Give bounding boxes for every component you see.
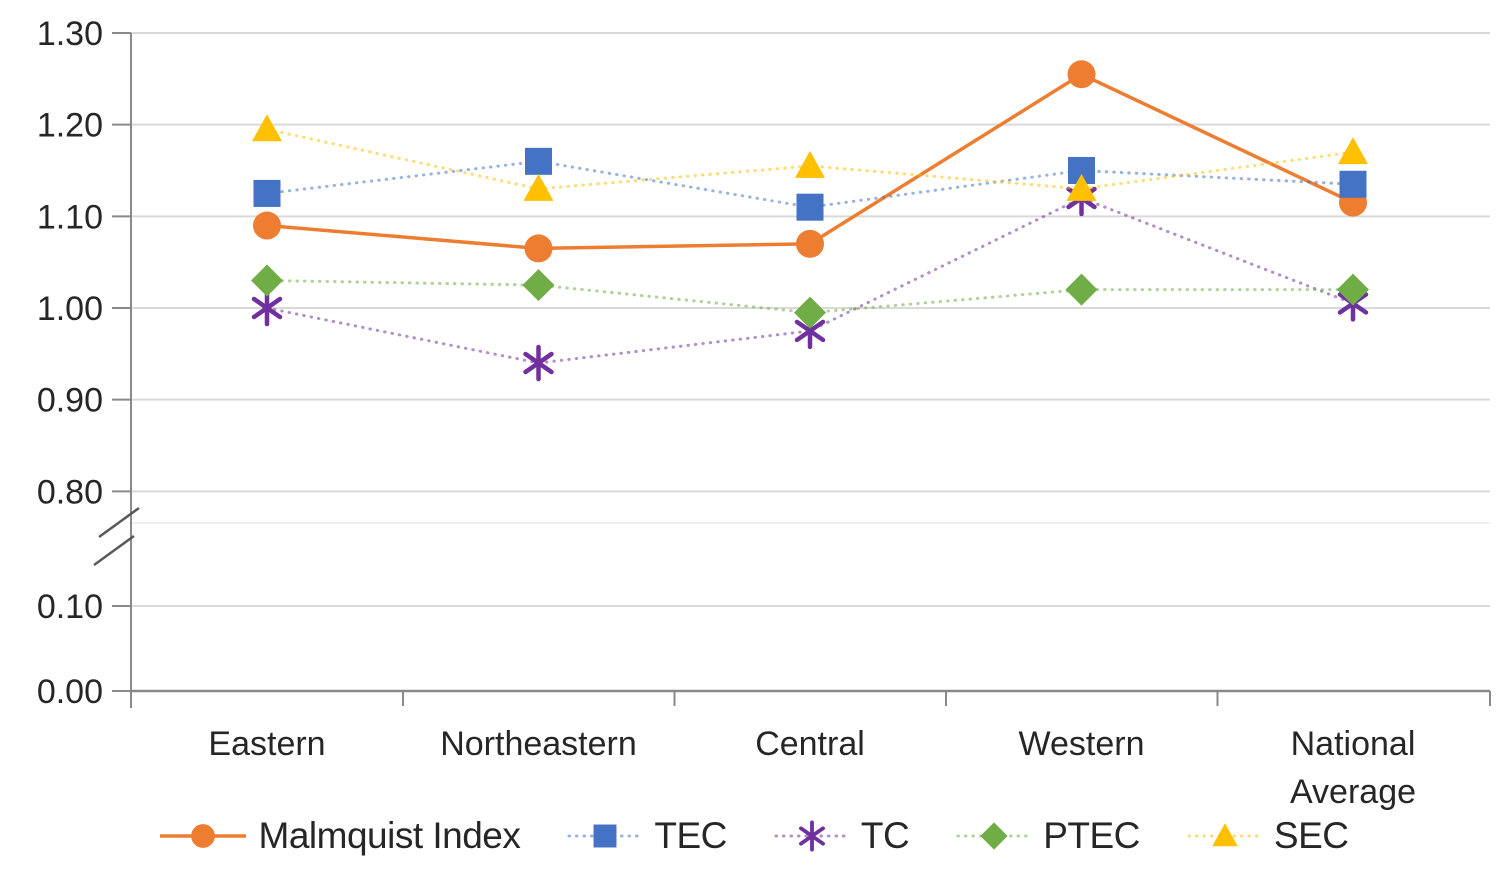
- circle-marker: [253, 211, 281, 240]
- tec-legend-marker: [567, 824, 643, 848]
- diamond-marker: [980, 822, 1008, 850]
- x-category-label: Northeastern: [440, 725, 637, 763]
- series-line: [265, 127, 1355, 191]
- y-tick-label: 0.80: [37, 473, 103, 511]
- circle-marker: [1067, 60, 1096, 89]
- series-sec: [252, 114, 1368, 201]
- legend-label: PTEC: [1043, 815, 1140, 856]
- series-line: [265, 279, 1355, 315]
- triangle-marker: [1212, 823, 1238, 847]
- asterisk-marker: [523, 344, 554, 382]
- triangle-marker: [252, 114, 282, 142]
- triangle-marker: [1338, 137, 1368, 165]
- square-marker: [796, 193, 824, 221]
- circle-marker: [796, 229, 824, 258]
- asterisk-marker: [251, 289, 283, 327]
- square-marker: [253, 179, 281, 207]
- circle-marker: [524, 234, 553, 263]
- diamond-marker: [794, 296, 826, 329]
- y-tick-label: 0.10: [37, 588, 103, 626]
- diamond-marker: [1065, 273, 1098, 306]
- x-category-label: Eastern: [208, 725, 325, 763]
- ptec-legend-marker: [956, 822, 1032, 850]
- legend-item-sec: SEC: [1186, 815, 1349, 857]
- x-axis-category-labels: Eastern Northeastern Central Western Nationa…: [208, 725, 1416, 811]
- break-slash: [93, 534, 135, 567]
- square-marker: [525, 147, 552, 175]
- series-ptec: [251, 264, 1369, 329]
- square-marker: [593, 824, 617, 848]
- diamond-marker: [251, 264, 283, 297]
- y-tick-label: 1.10: [37, 198, 103, 236]
- legend-label: SEC: [1273, 815, 1349, 856]
- legend-item-ptec: PTEC: [955, 815, 1140, 857]
- tc-legend-marker: [774, 820, 850, 852]
- legend-label: TC: [860, 815, 910, 856]
- legend-item-tec: TEC: [566, 815, 727, 857]
- square-marker: [1339, 170, 1367, 198]
- legend-label: TEC: [654, 815, 727, 856]
- axis-break-marks: [93, 506, 140, 567]
- axes: [112, 32, 1491, 708]
- x-category-label: National Average: [1290, 725, 1416, 811]
- legend-item-tc: TC: [773, 815, 910, 857]
- chart-legend: Malmquist Index TEC TC PTEC SEC: [0, 808, 1505, 864]
- malmquist-index-legend-marker: [159, 824, 246, 848]
- triangle-marker: [1066, 173, 1097, 201]
- asterisk-marker: [798, 820, 825, 852]
- y-tick-label: 1.20: [37, 107, 103, 145]
- y-tick-label: 1.00: [37, 290, 103, 328]
- y-tick-label: 0.90: [37, 382, 103, 420]
- sec-legend-marker: [1187, 823, 1263, 847]
- legend-label: Malmquist Index: [258, 815, 521, 856]
- circle-marker: [190, 824, 215, 848]
- y-axis-tick-labels: 1.30 1.20 1.10 1.00 0.90 0.80 0.10 0.00: [37, 15, 103, 711]
- triangle-marker: [523, 173, 554, 201]
- y-tick-label: 1.30: [37, 15, 103, 53]
- series-tec: [253, 147, 1367, 221]
- x-category-label: Western: [1019, 725, 1145, 763]
- break-slash: [98, 506, 140, 539]
- diamond-marker: [1337, 273, 1369, 306]
- data-series: [251, 60, 1369, 382]
- diamond-marker: [522, 269, 555, 302]
- legend-item-malmquist-index: Malmquist Index: [157, 815, 521, 857]
- triangle-marker: [795, 150, 825, 178]
- x-category-label: Central: [755, 725, 865, 763]
- y-tick-label: 0.00: [37, 673, 103, 711]
